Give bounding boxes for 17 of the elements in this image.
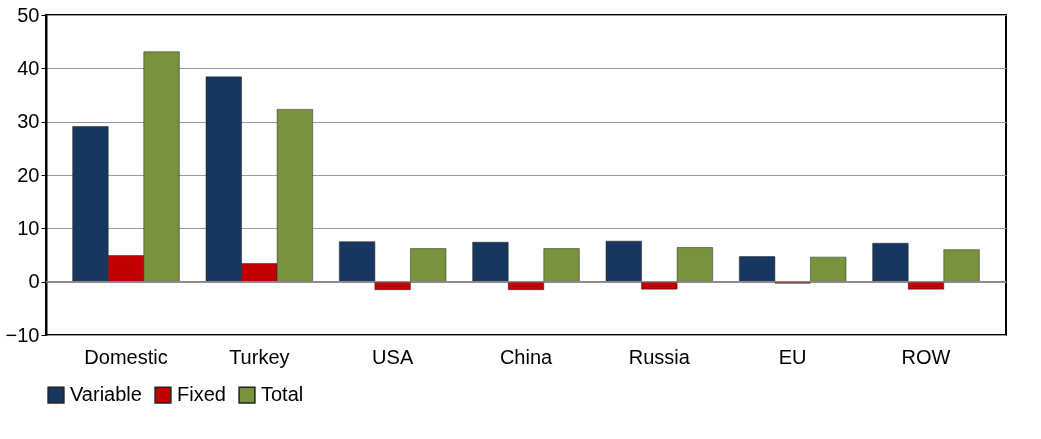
y-tick-label: 30 bbox=[17, 110, 40, 133]
y-tick-label: −10 bbox=[5, 323, 40, 346]
y-tick-label: 40 bbox=[17, 56, 40, 79]
x-tick-label: Turkey bbox=[229, 345, 290, 368]
y-tick-label: 20 bbox=[17, 163, 40, 186]
x-tick-label: Domestic bbox=[84, 345, 168, 368]
x-tick-label: ROW bbox=[901, 345, 951, 368]
y-tick-label: 0 bbox=[28, 270, 40, 293]
x-tick-label: China bbox=[499, 345, 553, 368]
y-tick-label: 10 bbox=[17, 216, 40, 239]
x-tick-label: EU bbox=[778, 345, 807, 368]
y-tick-label: 50 bbox=[17, 3, 40, 26]
x-tick-label: USA bbox=[372, 345, 414, 368]
legend-label: Variable bbox=[70, 383, 142, 406]
x-tick-label: Russia bbox=[628, 345, 691, 368]
legend-label: Total bbox=[261, 383, 304, 406]
legend-label: Fixed bbox=[177, 383, 226, 406]
